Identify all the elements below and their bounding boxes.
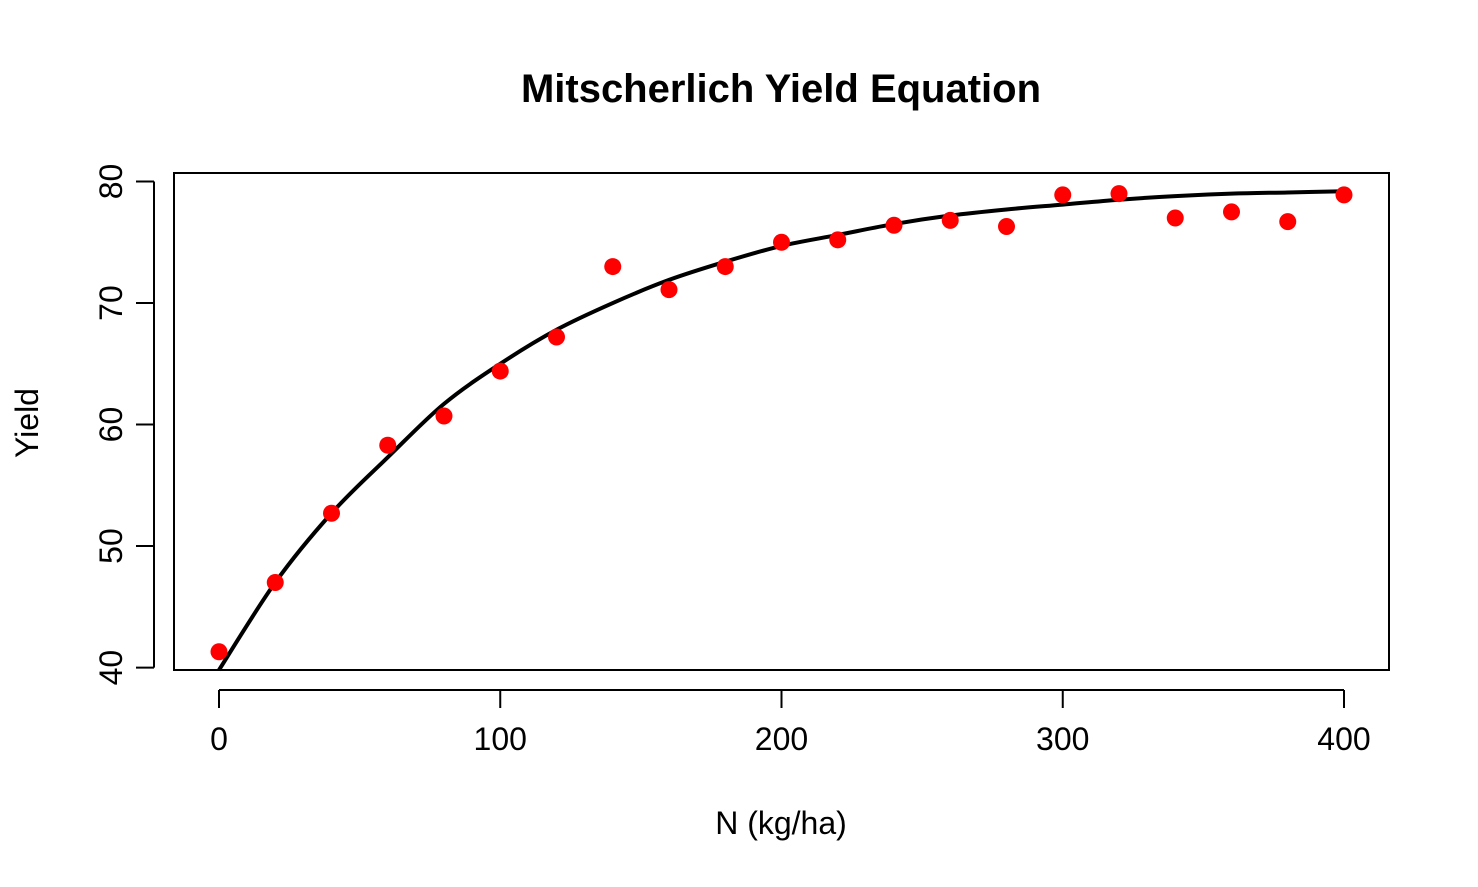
x-tick-label: 200 <box>755 721 808 757</box>
y-axis-label: Yield <box>9 388 45 458</box>
data-point <box>716 258 734 276</box>
y-tick-label: 70 <box>93 285 129 321</box>
data-point <box>548 328 565 346</box>
y-tick-label: 50 <box>93 528 129 564</box>
y-tick-label: 40 <box>93 650 129 686</box>
data-points-layer <box>210 185 1353 661</box>
y-tick-label: 60 <box>93 407 129 443</box>
data-point <box>1279 213 1297 231</box>
fitted-curve-line <box>217 189 1345 672</box>
data-point <box>1166 209 1184 227</box>
data-point <box>660 281 678 299</box>
data-point <box>604 258 622 276</box>
data-point <box>1335 186 1353 204</box>
data-point <box>266 574 284 592</box>
x-tick-label: 400 <box>1317 721 1370 757</box>
data-point <box>379 436 397 454</box>
data-point <box>1054 186 1072 204</box>
plot-box <box>173 172 1390 671</box>
chart-title: Mitscherlich Yield Equation <box>521 67 1041 111</box>
x-axis-label: N (kg/ha) <box>715 805 847 841</box>
data-point <box>323 504 340 522</box>
x-tick-label: 0 <box>210 721 228 757</box>
data-point <box>773 233 790 251</box>
data-point <box>210 643 228 661</box>
x-tick-label: 100 <box>474 721 527 757</box>
data-point <box>435 407 453 425</box>
fitted-curve-layer <box>217 189 1345 672</box>
data-point <box>1110 185 1128 203</box>
y-tick-label: 80 <box>93 164 129 200</box>
data-point <box>491 362 509 380</box>
data-point <box>941 211 959 229</box>
x-axis: 0 100 200 300 400 <box>210 689 1371 757</box>
x-tick-label: 300 <box>1036 721 1089 757</box>
data-point <box>885 216 903 234</box>
data-point <box>998 217 1015 235</box>
y-axis: 40 50 60 70 80 <box>93 164 155 686</box>
data-point <box>829 231 847 249</box>
data-point <box>1223 203 1240 221</box>
